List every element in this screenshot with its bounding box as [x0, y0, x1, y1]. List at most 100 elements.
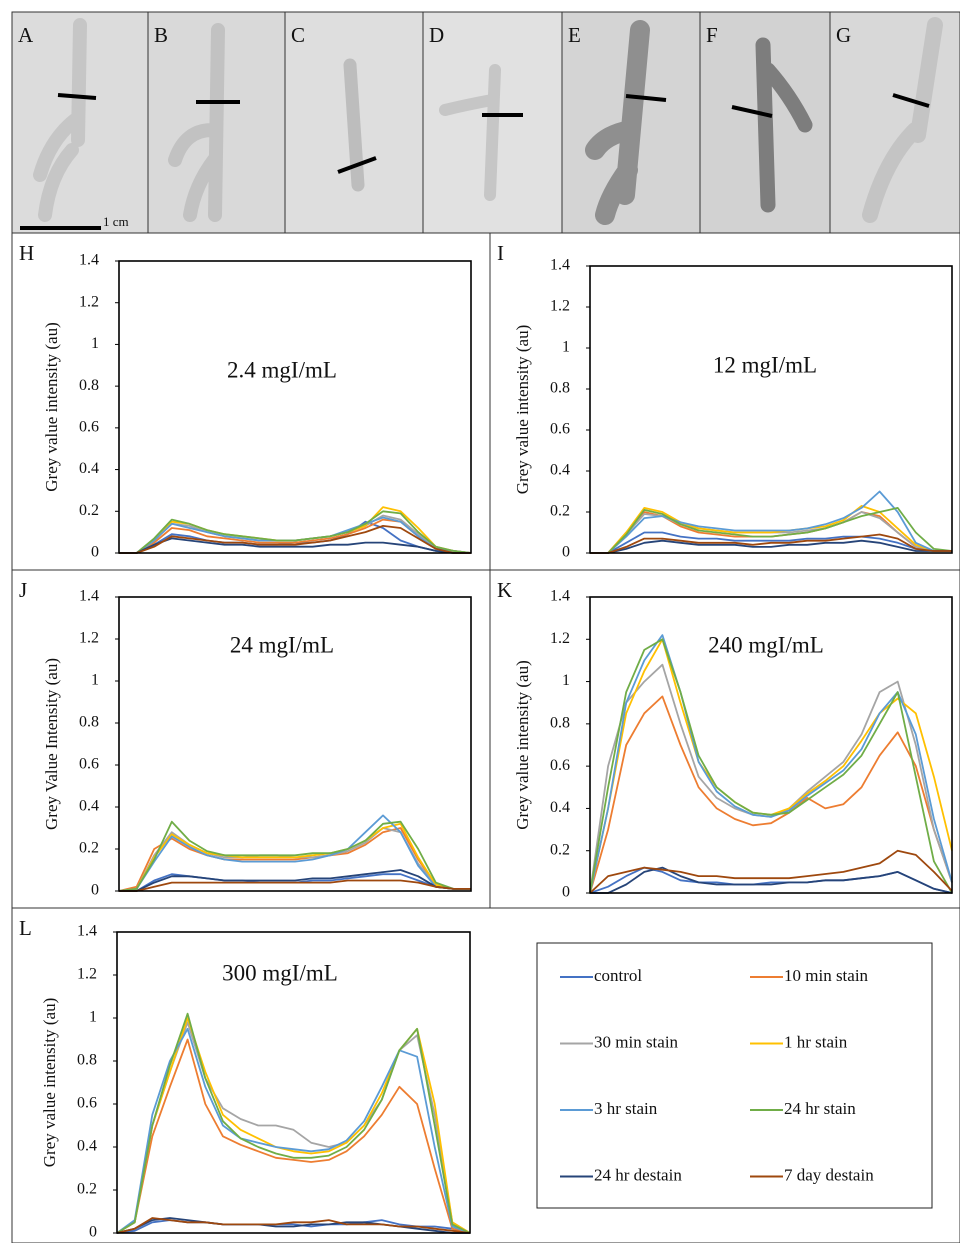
legend-label: 30 min stain [594, 1032, 679, 1051]
y-tick-label: 1.2 [550, 630, 570, 647]
photo-label: B [154, 23, 168, 47]
series-line [590, 531, 952, 554]
series-line [119, 879, 471, 892]
panel-label: J [19, 578, 27, 602]
series-line [118, 827, 471, 892]
y-tick-label: 0.4 [550, 799, 570, 816]
y-tick-label: 0.4 [77, 1138, 97, 1155]
y-tick-label: 0.6 [77, 1095, 97, 1112]
y-axis-title: Grey Value Intensity (au) [42, 658, 61, 830]
plot-frame [118, 260, 472, 554]
y-tick-label: 0.2 [79, 840, 99, 857]
y-tick-label: 1.2 [77, 966, 97, 983]
y-tick-label: 0 [91, 882, 99, 899]
series-line [116, 1017, 471, 1234]
y-tick-label: 0.8 [550, 380, 570, 397]
y-tick-label: 1.4 [550, 588, 570, 605]
annotation: 2.4 mgI/mL [227, 357, 337, 382]
y-tick-label: 1.2 [550, 298, 570, 315]
y-axis-title: Grey value intensity (au) [40, 998, 59, 1167]
series-line [116, 1217, 471, 1234]
panel-label: H [19, 241, 34, 265]
vessels [33, 17, 943, 225]
y-tick-label: 1 [89, 1009, 97, 1026]
series-line [118, 814, 471, 892]
photo-strip: 1 cm [12, 12, 960, 233]
y-tick-label: 0.8 [79, 377, 99, 394]
y-tick-label: 0.6 [79, 756, 99, 773]
annotation: 300 mgI/mL [222, 960, 338, 985]
series-line [589, 849, 953, 894]
y-tick-label: 1 [91, 672, 99, 689]
y-tick-label: 1.2 [79, 630, 99, 647]
legend-label: 3 hr stain [594, 1099, 658, 1118]
y-tick-label: 0.2 [79, 502, 99, 519]
series-line [590, 490, 952, 554]
y-tick-label: 0.8 [550, 715, 570, 732]
plot-frame [589, 265, 953, 554]
y-tick-label: 0.2 [550, 503, 570, 520]
series-line [119, 869, 471, 892]
y-tick-label: 1.4 [550, 257, 570, 274]
y-axis-title: Grey value intensity (au) [42, 322, 61, 491]
series-line [589, 634, 953, 894]
y-tick-label: 0.4 [550, 462, 570, 479]
series-line [119, 510, 472, 554]
y-tick-label: 0.4 [79, 798, 99, 815]
panel-label: L [19, 916, 32, 940]
panel-borders [11, 11, 960, 1243]
photo-label: D [429, 23, 444, 47]
series-line [119, 537, 471, 554]
series-line [590, 533, 952, 554]
panel-label: K [497, 578, 512, 602]
y-tick-label: 0 [562, 544, 570, 561]
y-tick-label: 1.4 [79, 588, 99, 605]
panel-label: I [497, 241, 504, 265]
scale-label: 1 cm [103, 214, 129, 229]
y-tick-label: 0.8 [79, 714, 99, 731]
y-tick-label: 1 [562, 339, 570, 356]
photo-label: A [18, 23, 34, 47]
y-tick-label: 0.6 [550, 757, 570, 774]
photo-label: C [291, 23, 305, 47]
series-line [590, 539, 952, 554]
series-line [116, 1021, 471, 1234]
y-axis-title: Grey value intensity (au) [513, 660, 532, 829]
section-markers [20, 93, 930, 230]
legend-box [536, 942, 933, 1209]
y-tick-label: 0 [91, 544, 99, 561]
plot-frame [116, 931, 471, 1234]
legend-label: 10 min stain [784, 966, 869, 985]
annotation: 240 mgI/mL [708, 632, 824, 657]
series-line [590, 505, 952, 554]
y-tick-label: 0.4 [79, 460, 99, 477]
plot-frame [589, 596, 953, 894]
y-tick-label: 1.2 [79, 293, 99, 310]
y-tick-label: 1.4 [79, 252, 99, 269]
annotation: 12 mgI/mL [713, 352, 817, 377]
photo-label: F [706, 23, 718, 47]
series-line [116, 1217, 470, 1234]
series-line [589, 638, 953, 894]
legend-label: 7 day destain [784, 1165, 874, 1184]
legend-label: 24 hr destain [594, 1165, 682, 1184]
photo-label: G [836, 23, 851, 47]
series-line [589, 638, 953, 894]
series-line [118, 820, 471, 892]
y-tick-label: 1.4 [77, 923, 97, 940]
series-line [116, 1012, 471, 1234]
legend-label: 24 hr stain [784, 1099, 856, 1118]
series-line [119, 525, 471, 554]
y-axis-title: Grey value intensity (au) [513, 325, 532, 494]
y-tick-label: 0 [89, 1224, 97, 1241]
y-tick-label: 1 [91, 335, 99, 352]
y-tick-label: 0.2 [77, 1181, 97, 1198]
legend-label: control [594, 966, 642, 985]
series-line [116, 1038, 471, 1234]
plot-frame [118, 596, 472, 892]
series-line [118, 822, 471, 892]
y-tick-label: 0.6 [550, 421, 570, 438]
series-line [590, 866, 953, 894]
legend-label: 1 hr stain [784, 1032, 848, 1051]
